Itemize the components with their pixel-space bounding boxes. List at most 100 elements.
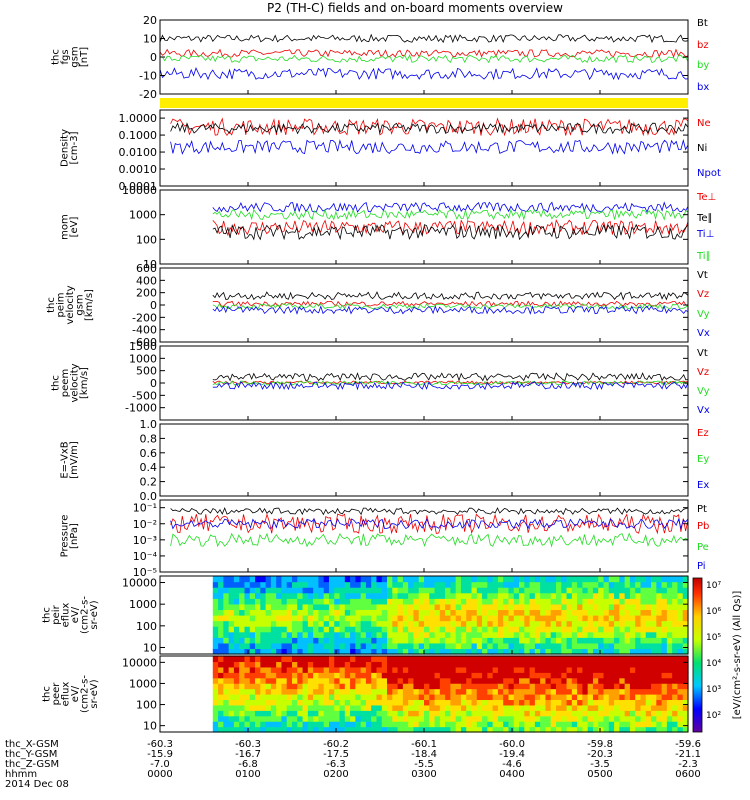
heatmap-cell [651, 677, 657, 684]
heatmap-cell [629, 609, 636, 616]
heatmap-cell [476, 592, 483, 599]
heatmap-cell [276, 688, 283, 695]
heatmap-cell [497, 726, 504, 733]
heatmap-cell [223, 615, 230, 622]
legend-entry: Ez [697, 428, 709, 439]
heatmap-cell [545, 587, 552, 594]
heatmap-cell [286, 615, 293, 622]
heatmap-cell [492, 726, 499, 733]
heatmap-cell [218, 592, 224, 599]
heatmap-cell [545, 672, 552, 679]
heatmap-cell [640, 620, 647, 627]
heatmap-cell [360, 609, 367, 616]
heatmap-cell [328, 672, 335, 679]
heatmap-cell [292, 642, 298, 650]
heatmap-cell [381, 620, 388, 627]
heatmap-cell [550, 656, 557, 663]
heatmap-cell [445, 666, 451, 673]
heatmap-cell [318, 576, 325, 583]
heatmap-cell [387, 661, 393, 668]
heatmap-cell [445, 699, 451, 706]
heatmap-cell [360, 592, 367, 599]
y-axis-label: thc [46, 297, 57, 313]
heatmap-cell [371, 710, 378, 717]
heatmap-cell [292, 620, 298, 627]
heatmap-cell [408, 694, 415, 701]
heatmap-cell [460, 672, 467, 679]
heatmap-cell [365, 699, 372, 706]
heatmap-cell [276, 576, 283, 583]
heatmap-cell [624, 626, 631, 633]
heatmap-cell [682, 626, 689, 633]
heatmap-cell [418, 710, 425, 717]
heatmap-cell [529, 710, 536, 717]
heatmap-cell [376, 672, 383, 679]
heatmap-cell [471, 656, 478, 663]
heatmap-cell [577, 642, 583, 650]
heatmap-cell [487, 715, 494, 722]
heatmap-cell [645, 581, 652, 588]
heatmap-cell [244, 656, 251, 663]
heatmap-cell [239, 699, 246, 706]
y-tick-label: 600 [136, 262, 157, 275]
heatmap-cell [661, 677, 668, 684]
heatmap-cell [355, 666, 362, 673]
heatmap-cell [471, 721, 478, 728]
heatmap-cell [439, 677, 446, 684]
heatmap-cell [392, 661, 399, 668]
heatmap-cell [350, 672, 356, 679]
heatmap-cell [566, 666, 573, 673]
heatmap-cell [592, 726, 599, 733]
heatmap-cell [334, 694, 341, 701]
heatmap-cell [524, 694, 531, 701]
heatmap-cell [550, 587, 557, 594]
heatmap-cell [598, 688, 605, 695]
heatmap-cell [292, 598, 298, 605]
heatmap-cell [350, 642, 356, 650]
heatmap-cell [424, 637, 430, 644]
heatmap-cell [307, 699, 314, 706]
heatmap-cell [619, 677, 626, 684]
heatmap-cell [466, 694, 473, 701]
heatmap-cell [519, 648, 525, 655]
heatmap-cell [619, 666, 626, 673]
heatmap-cell [212, 666, 219, 673]
heatmap-cell [603, 615, 610, 622]
heatmap-cell [656, 603, 663, 611]
heatmap-cell [233, 704, 240, 711]
heatmap-cell [561, 704, 568, 711]
legend-entry: Pe [697, 542, 709, 553]
heatmap-cell [292, 661, 298, 668]
heatmap-cell [450, 694, 457, 701]
heatmap-cell [550, 576, 557, 583]
heatmap-cell [661, 642, 668, 650]
heatmap-cell [371, 587, 378, 594]
heatmap-cell [424, 699, 430, 706]
heatmap-cell [270, 688, 277, 695]
heatmap-cell [651, 688, 657, 695]
heatmap-cell [360, 699, 367, 706]
heatmap-cell [651, 615, 657, 622]
heatmap-cell [313, 656, 319, 663]
heatmap-cell [339, 672, 346, 679]
heatmap-cell [365, 694, 372, 701]
heatmap-cell [212, 656, 219, 663]
heatmap-cell [424, 688, 430, 695]
heatmap-cell [682, 699, 689, 706]
heatmap-cell [566, 615, 573, 622]
heatmap-cell [429, 587, 436, 594]
heatmap-cell [371, 626, 378, 633]
heatmap-cell [418, 620, 425, 627]
heatmap-cell [476, 661, 483, 668]
heatmap-cell [645, 688, 652, 695]
heatmap-cell [413, 688, 420, 695]
heatmap-cell [228, 726, 235, 733]
heatmap-cell [371, 666, 378, 673]
heatmap-cell [550, 609, 557, 616]
heatmap-cell [598, 598, 605, 605]
heatmap-cell [592, 677, 599, 684]
heatmap-cell [323, 637, 330, 644]
heatmap-cell [666, 603, 673, 611]
heatmap-cell [508, 677, 515, 684]
heatmap-cell [587, 581, 594, 588]
